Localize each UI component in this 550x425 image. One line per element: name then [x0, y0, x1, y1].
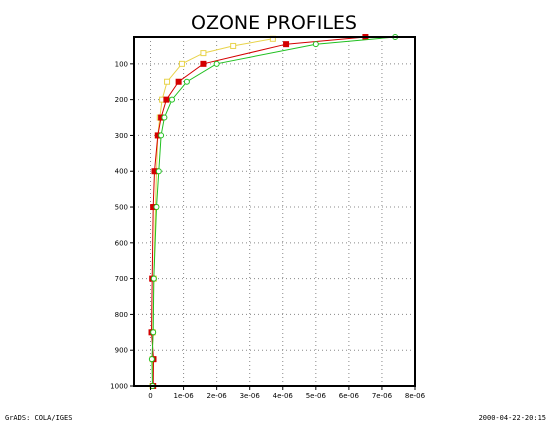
data-point — [169, 96, 176, 103]
data-point — [200, 50, 207, 57]
data-point — [283, 41, 290, 48]
data-point — [154, 132, 161, 139]
y-tick-label: 100 — [115, 60, 128, 68]
data-point — [183, 78, 190, 85]
x-tick-label: 8e-06 — [405, 392, 426, 400]
data-point — [150, 275, 157, 282]
data-point — [163, 96, 170, 103]
data-point — [213, 60, 220, 67]
data-point — [161, 114, 168, 121]
x-tick-label: 0 — [148, 392, 152, 400]
data-point — [230, 42, 237, 49]
data-point — [158, 132, 165, 139]
data-point — [148, 356, 155, 363]
x-tick-label: 3e-06 — [240, 392, 261, 400]
series-2 — [148, 34, 369, 389]
footer-credit: GrADS: COLA/IGES — [5, 414, 73, 422]
y-tick-label: 500 — [115, 204, 128, 212]
y-tick-label: 600 — [115, 239, 128, 247]
data-point — [155, 168, 162, 175]
series-line — [152, 38, 273, 386]
series-line — [151, 36, 396, 387]
x-tick-label: 4e-06 — [273, 392, 294, 400]
x-tick-label: 5e-06 — [306, 392, 327, 400]
y-tick-label: 900 — [115, 347, 128, 355]
chart-title: OZONE PROFILES — [191, 12, 357, 34]
data-point — [178, 60, 185, 67]
x-tick-label: 7e-06 — [372, 392, 393, 400]
grid — [134, 37, 416, 387]
y-tick-label: 400 — [115, 168, 128, 176]
data-point — [164, 78, 171, 85]
data-point — [158, 114, 165, 121]
data-point — [153, 204, 160, 211]
x-tick-label: 2e-06 — [207, 392, 228, 400]
data-point — [175, 78, 182, 85]
series-1 — [149, 35, 276, 389]
footer-timestamp: 2000-04-22-20:15 — [478, 414, 546, 422]
data-point — [150, 204, 157, 211]
y-tick-label: 800 — [115, 311, 128, 319]
y-tick-label: 200 — [115, 96, 128, 104]
data-point — [200, 60, 207, 67]
data-point — [150, 329, 157, 336]
axes: 0 1e-06 2e-06 3e-06 4e-06 5e-06 6e-06 7e-06 8e-0… — [110, 36, 426, 400]
x-tick-label: 6e-06 — [339, 392, 360, 400]
y-tick-label: 700 — [115, 275, 128, 283]
x-tick-label: 1e-06 — [173, 392, 194, 400]
data-point — [151, 168, 158, 175]
data-point — [312, 41, 319, 48]
y-tick-label: 300 — [115, 132, 128, 140]
plot-frame — [133, 36, 416, 387]
series-layer — [148, 34, 399, 389]
series-3 — [148, 34, 399, 389]
y-tick-label: 1000 — [110, 383, 128, 391]
